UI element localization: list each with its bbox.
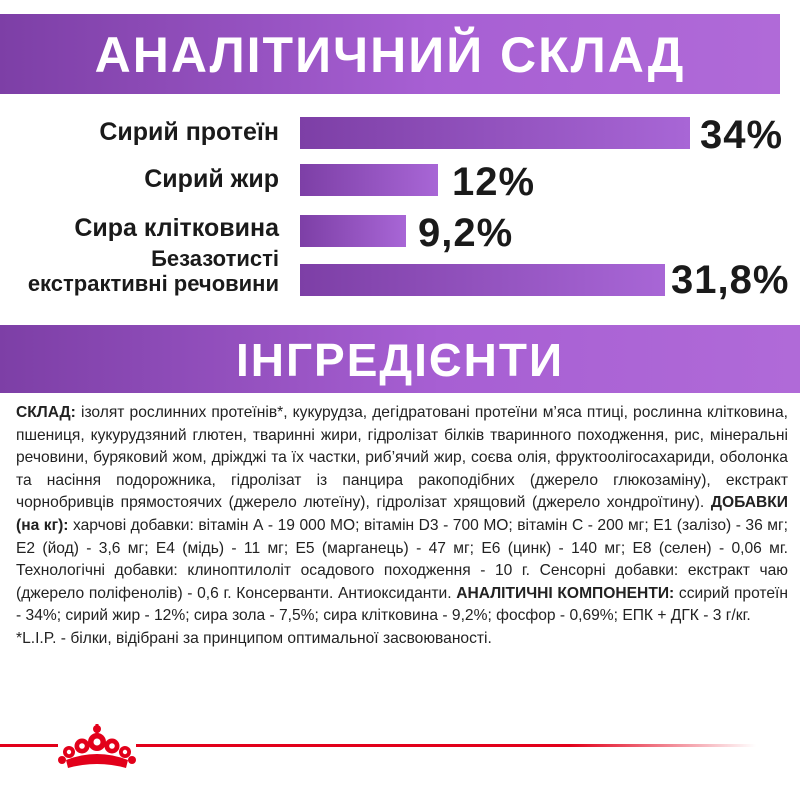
analysis-bar	[300, 164, 438, 196]
royal-crown-icon	[58, 724, 136, 768]
composition-text: ізолят рослинних протеїнів*, кукурудза, …	[16, 404, 788, 512]
analysis-row-label: Сира клітковина	[74, 214, 279, 242]
ingredients-title: ІНГРЕДІЄНТИ	[235, 334, 565, 386]
ingredients-text-block: СКЛАД: ізолят рослинних протеїнів*, куку…	[16, 402, 788, 651]
analysis-bar	[300, 117, 690, 149]
footnote: *L.I.P. - білки, відібрані за принципом …	[16, 629, 492, 647]
analysis-bar	[300, 215, 406, 247]
analytic-components-label: АНАЛІТИЧНІ КОМПОНЕНТИ:	[456, 584, 675, 602]
ingredients-title-banner: ІНГРЕДІЄНТИ	[0, 325, 800, 393]
analysis-row-label-line1: Безазотисті	[151, 246, 279, 271]
analysis-row-label-line2: екстрактивні речовини	[27, 271, 279, 296]
analysis-row-label: Сирий жир	[144, 165, 279, 193]
analysis-row-value: 34%	[700, 113, 784, 157]
analysis-row-value: 31,8%	[671, 258, 790, 302]
composition-label: СКЛАД:	[16, 404, 76, 421]
analysis-row-label: Безазотисті екстрактивні речовини	[28, 246, 279, 296]
analysis-title: АНАЛІТИЧНИЙ СКЛАД	[94, 27, 686, 83]
footer-line-right	[136, 744, 756, 747]
analysis-title-banner: АНАЛІТИЧНИЙ СКЛАД	[0, 14, 780, 94]
analysis-row-label: Сирий протеїн	[99, 118, 279, 146]
analytic-components-text: ссирий протеїн - 34%; сирий жир - 12%; с…	[16, 584, 788, 625]
analysis-row-value: 9,2%	[418, 211, 514, 255]
analysis-row-value: 12%	[452, 160, 536, 204]
additives-label: ДОБАВКИ (на кг):	[16, 494, 788, 534]
footer-line-left	[0, 744, 58, 747]
analysis-bar	[300, 264, 665, 296]
additives-text: харчові добавки: вітамін А - 19 000 МО; …	[16, 516, 788, 602]
